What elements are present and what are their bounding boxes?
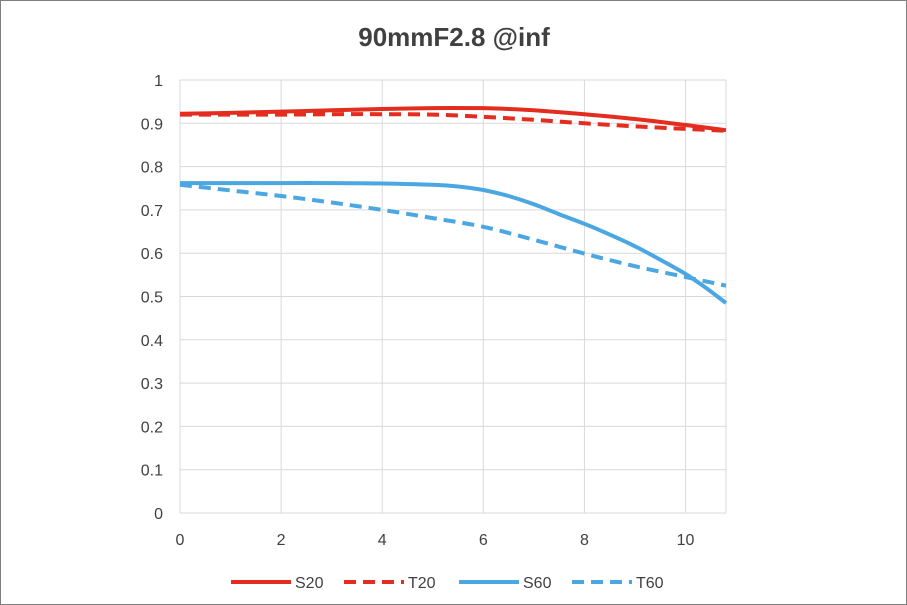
y-tick-label: 0.3 [141,376,163,393]
y-tick-label: 0.5 [141,290,163,307]
series-line-t60 [179,182,727,288]
legend-label-s60: S60 [523,575,552,592]
legend: S20 T20 S60 T60 [231,575,664,592]
x-tick-label: 10 [677,532,695,549]
y-tick-label: 0.4 [141,333,163,350]
legend-label-s20: S20 [295,575,324,592]
x-tick-label: 8 [580,532,589,549]
x-tick-label: 4 [378,532,387,549]
y-axis-ticks: 0 0.1 0.2 0.3 0.4 0.5 0.6 0.7 0.8 0.9 1 [141,73,163,523]
y-tick-label: 0.8 [141,160,163,177]
y-tick-label: 0.2 [141,419,163,436]
y-tick-label: 0.1 [141,463,163,480]
series-line-s20 [179,106,727,133]
legend-label-t20: T20 [408,575,436,592]
plot-area [179,106,728,305]
x-tick-label: 2 [277,532,286,549]
y-tick-label: 1 [154,73,163,90]
chart-title: 90mmF2.8 @inf [358,22,550,52]
y-tick-label: 0.7 [141,203,163,220]
legend-label-t60: T60 [636,575,664,592]
x-axis-ticks: 0 2 4 6 8 10 [176,532,695,549]
y-tick-label: 0 [154,506,163,523]
series-line-t20 [180,112,727,133]
y-tick-label: 0.9 [141,116,163,133]
grid-lines [179,79,727,514]
x-tick-label: 0 [176,532,185,549]
x-tick-label: 6 [479,532,488,549]
series-line-s60 [180,181,728,305]
y-tick-label: 0.6 [141,246,163,263]
